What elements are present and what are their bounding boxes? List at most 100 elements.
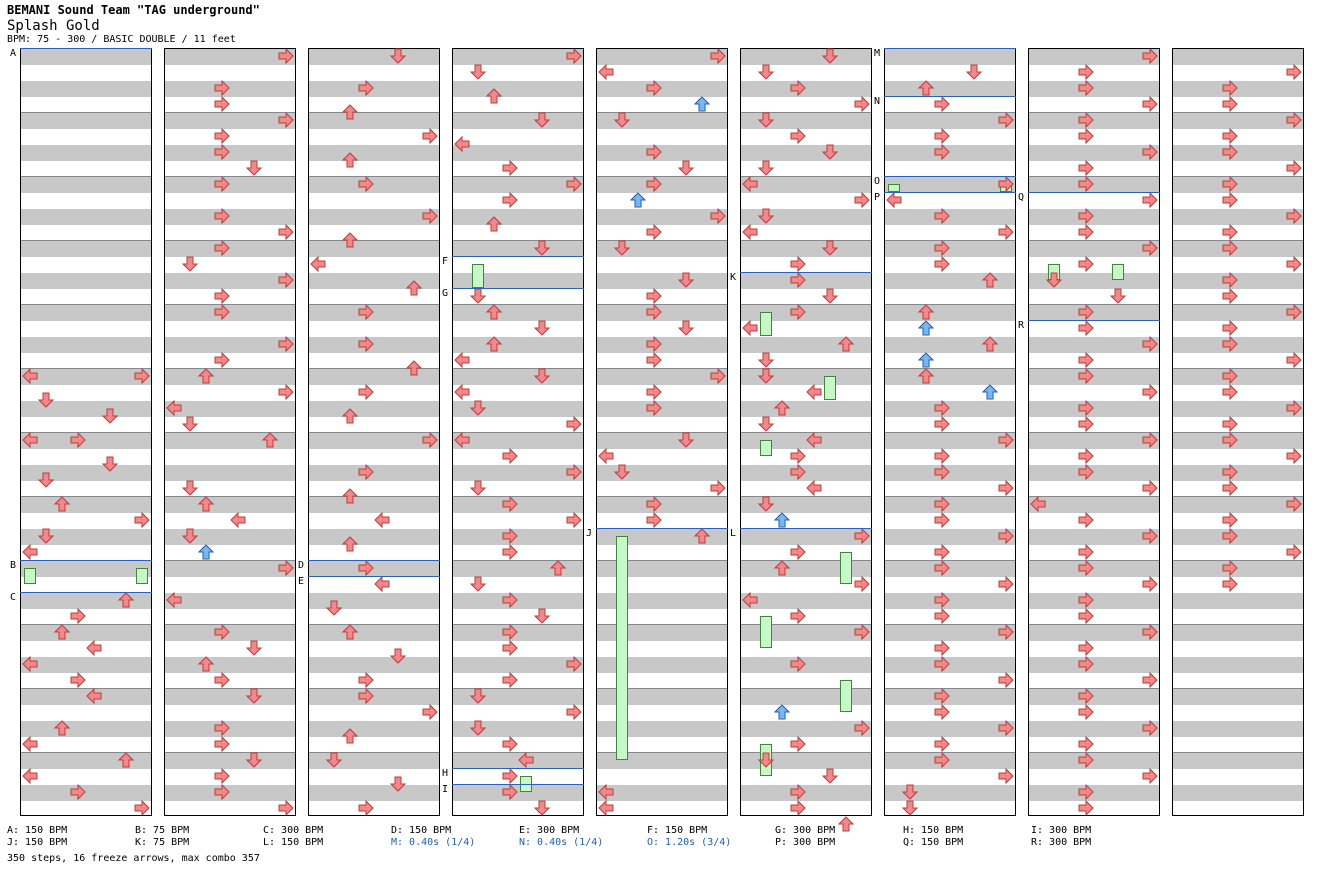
left-arrow-icon (310, 256, 326, 272)
down-arrow-icon (614, 112, 630, 128)
right-arrow-icon (1078, 160, 1094, 176)
down-arrow-icon (102, 408, 118, 424)
right-arrow-icon (934, 128, 950, 144)
up-arrow-icon (486, 304, 502, 320)
right-arrow-icon (934, 240, 950, 256)
right-arrow-icon (278, 224, 294, 240)
right-arrow-icon (1222, 384, 1238, 400)
right-arrow-icon (934, 544, 950, 560)
column-background (884, 48, 1016, 816)
tempo-marker-line (740, 272, 872, 273)
right-arrow-icon (1222, 528, 1238, 544)
right-arrow-icon (1078, 400, 1094, 416)
tempo-marker-line (884, 192, 1016, 193)
right-arrow-icon (1078, 352, 1094, 368)
down-arrow-icon (758, 352, 774, 368)
right-arrow-icon (214, 128, 230, 144)
up-arrow-icon (54, 624, 70, 640)
right-arrow-icon (1222, 416, 1238, 432)
tempo-marker-line (884, 48, 1016, 49)
right-arrow-icon (1142, 384, 1158, 400)
right-arrow-icon (1286, 256, 1302, 272)
tempo-marker-label: K (730, 272, 737, 283)
column-background (1028, 48, 1160, 816)
right-arrow-icon (422, 432, 438, 448)
chart-column (1172, 48, 1304, 816)
right-arrow-icon (998, 768, 1014, 784)
down-arrow-icon (470, 480, 486, 496)
right-arrow-icon (1142, 720, 1158, 736)
left-arrow-icon (230, 512, 246, 528)
right-arrow-icon (422, 208, 438, 224)
freeze-arrow (760, 440, 772, 456)
right-arrow-icon (1222, 368, 1238, 384)
up-arrow-icon (342, 728, 358, 744)
up-arrow-icon (198, 496, 214, 512)
right-arrow-icon (646, 176, 662, 192)
column-background (308, 48, 440, 816)
right-arrow-icon (934, 640, 950, 656)
tempo-marker-label: Q (1018, 192, 1025, 203)
up-arrow-icon (406, 360, 422, 376)
right-arrow-icon (934, 592, 950, 608)
right-arrow-icon (358, 672, 374, 688)
freeze-arrow (616, 536, 628, 760)
up-arrow-icon (774, 560, 790, 576)
right-arrow-icon (566, 48, 582, 64)
right-arrow-icon (790, 304, 806, 320)
up-arrow-icon (694, 528, 710, 544)
right-arrow-icon (278, 560, 294, 576)
right-arrow-icon (1222, 224, 1238, 240)
legend-entry: I: 300 BPM (1031, 825, 1092, 836)
up-arrow-icon (118, 752, 134, 768)
up-arrow-icon (342, 624, 358, 640)
right-arrow-icon (502, 592, 518, 608)
right-arrow-icon (278, 48, 294, 64)
right-arrow-icon (998, 432, 1014, 448)
right-arrow-icon (646, 336, 662, 352)
right-arrow-icon (358, 800, 374, 816)
up-arrow-icon (342, 104, 358, 120)
right-arrow-icon (1222, 336, 1238, 352)
left-arrow-icon (374, 512, 390, 528)
down-arrow-icon (246, 160, 262, 176)
up-arrow-icon (342, 152, 358, 168)
tempo-marker-label: R (1018, 320, 1025, 331)
right-arrow-icon (1078, 736, 1094, 752)
right-arrow-icon (1078, 208, 1094, 224)
down-arrow-icon (678, 160, 694, 176)
right-arrow-icon (934, 608, 950, 624)
freeze-arrow (1112, 264, 1124, 280)
left-arrow-icon (22, 432, 38, 448)
tempo-marker-line (452, 256, 584, 257)
tempo-marker-line (452, 784, 584, 785)
right-arrow-icon (934, 448, 950, 464)
down-arrow-icon (534, 112, 550, 128)
right-arrow-icon (1222, 576, 1238, 592)
up-arrow-icon (838, 816, 854, 832)
right-arrow-icon (1078, 176, 1094, 192)
down-arrow-icon (822, 288, 838, 304)
right-arrow-icon (214, 736, 230, 752)
left-arrow-icon (598, 64, 614, 80)
chart-column: J (586, 48, 728, 816)
right-arrow-icon (710, 368, 726, 384)
freeze-arrow (760, 312, 772, 336)
right-arrow-icon (502, 672, 518, 688)
right-arrow-icon (1078, 640, 1094, 656)
right-arrow-icon (502, 640, 518, 656)
tempo-marker-label: N (874, 96, 881, 107)
right-arrow-icon (934, 496, 950, 512)
right-arrow-icon (566, 416, 582, 432)
tempo-marker-label: D (298, 560, 305, 571)
legend-entry: K: 75 BPM (135, 837, 190, 848)
tempo-marker-label: J (586, 528, 593, 539)
down-arrow-icon (534, 800, 550, 816)
right-arrow-icon (790, 784, 806, 800)
left-arrow-icon (22, 736, 38, 752)
up-arrow-icon (54, 496, 70, 512)
right-arrow-icon (214, 672, 230, 688)
right-arrow-icon (1078, 544, 1094, 560)
legend-entry: F: 150 BPM (647, 825, 708, 836)
